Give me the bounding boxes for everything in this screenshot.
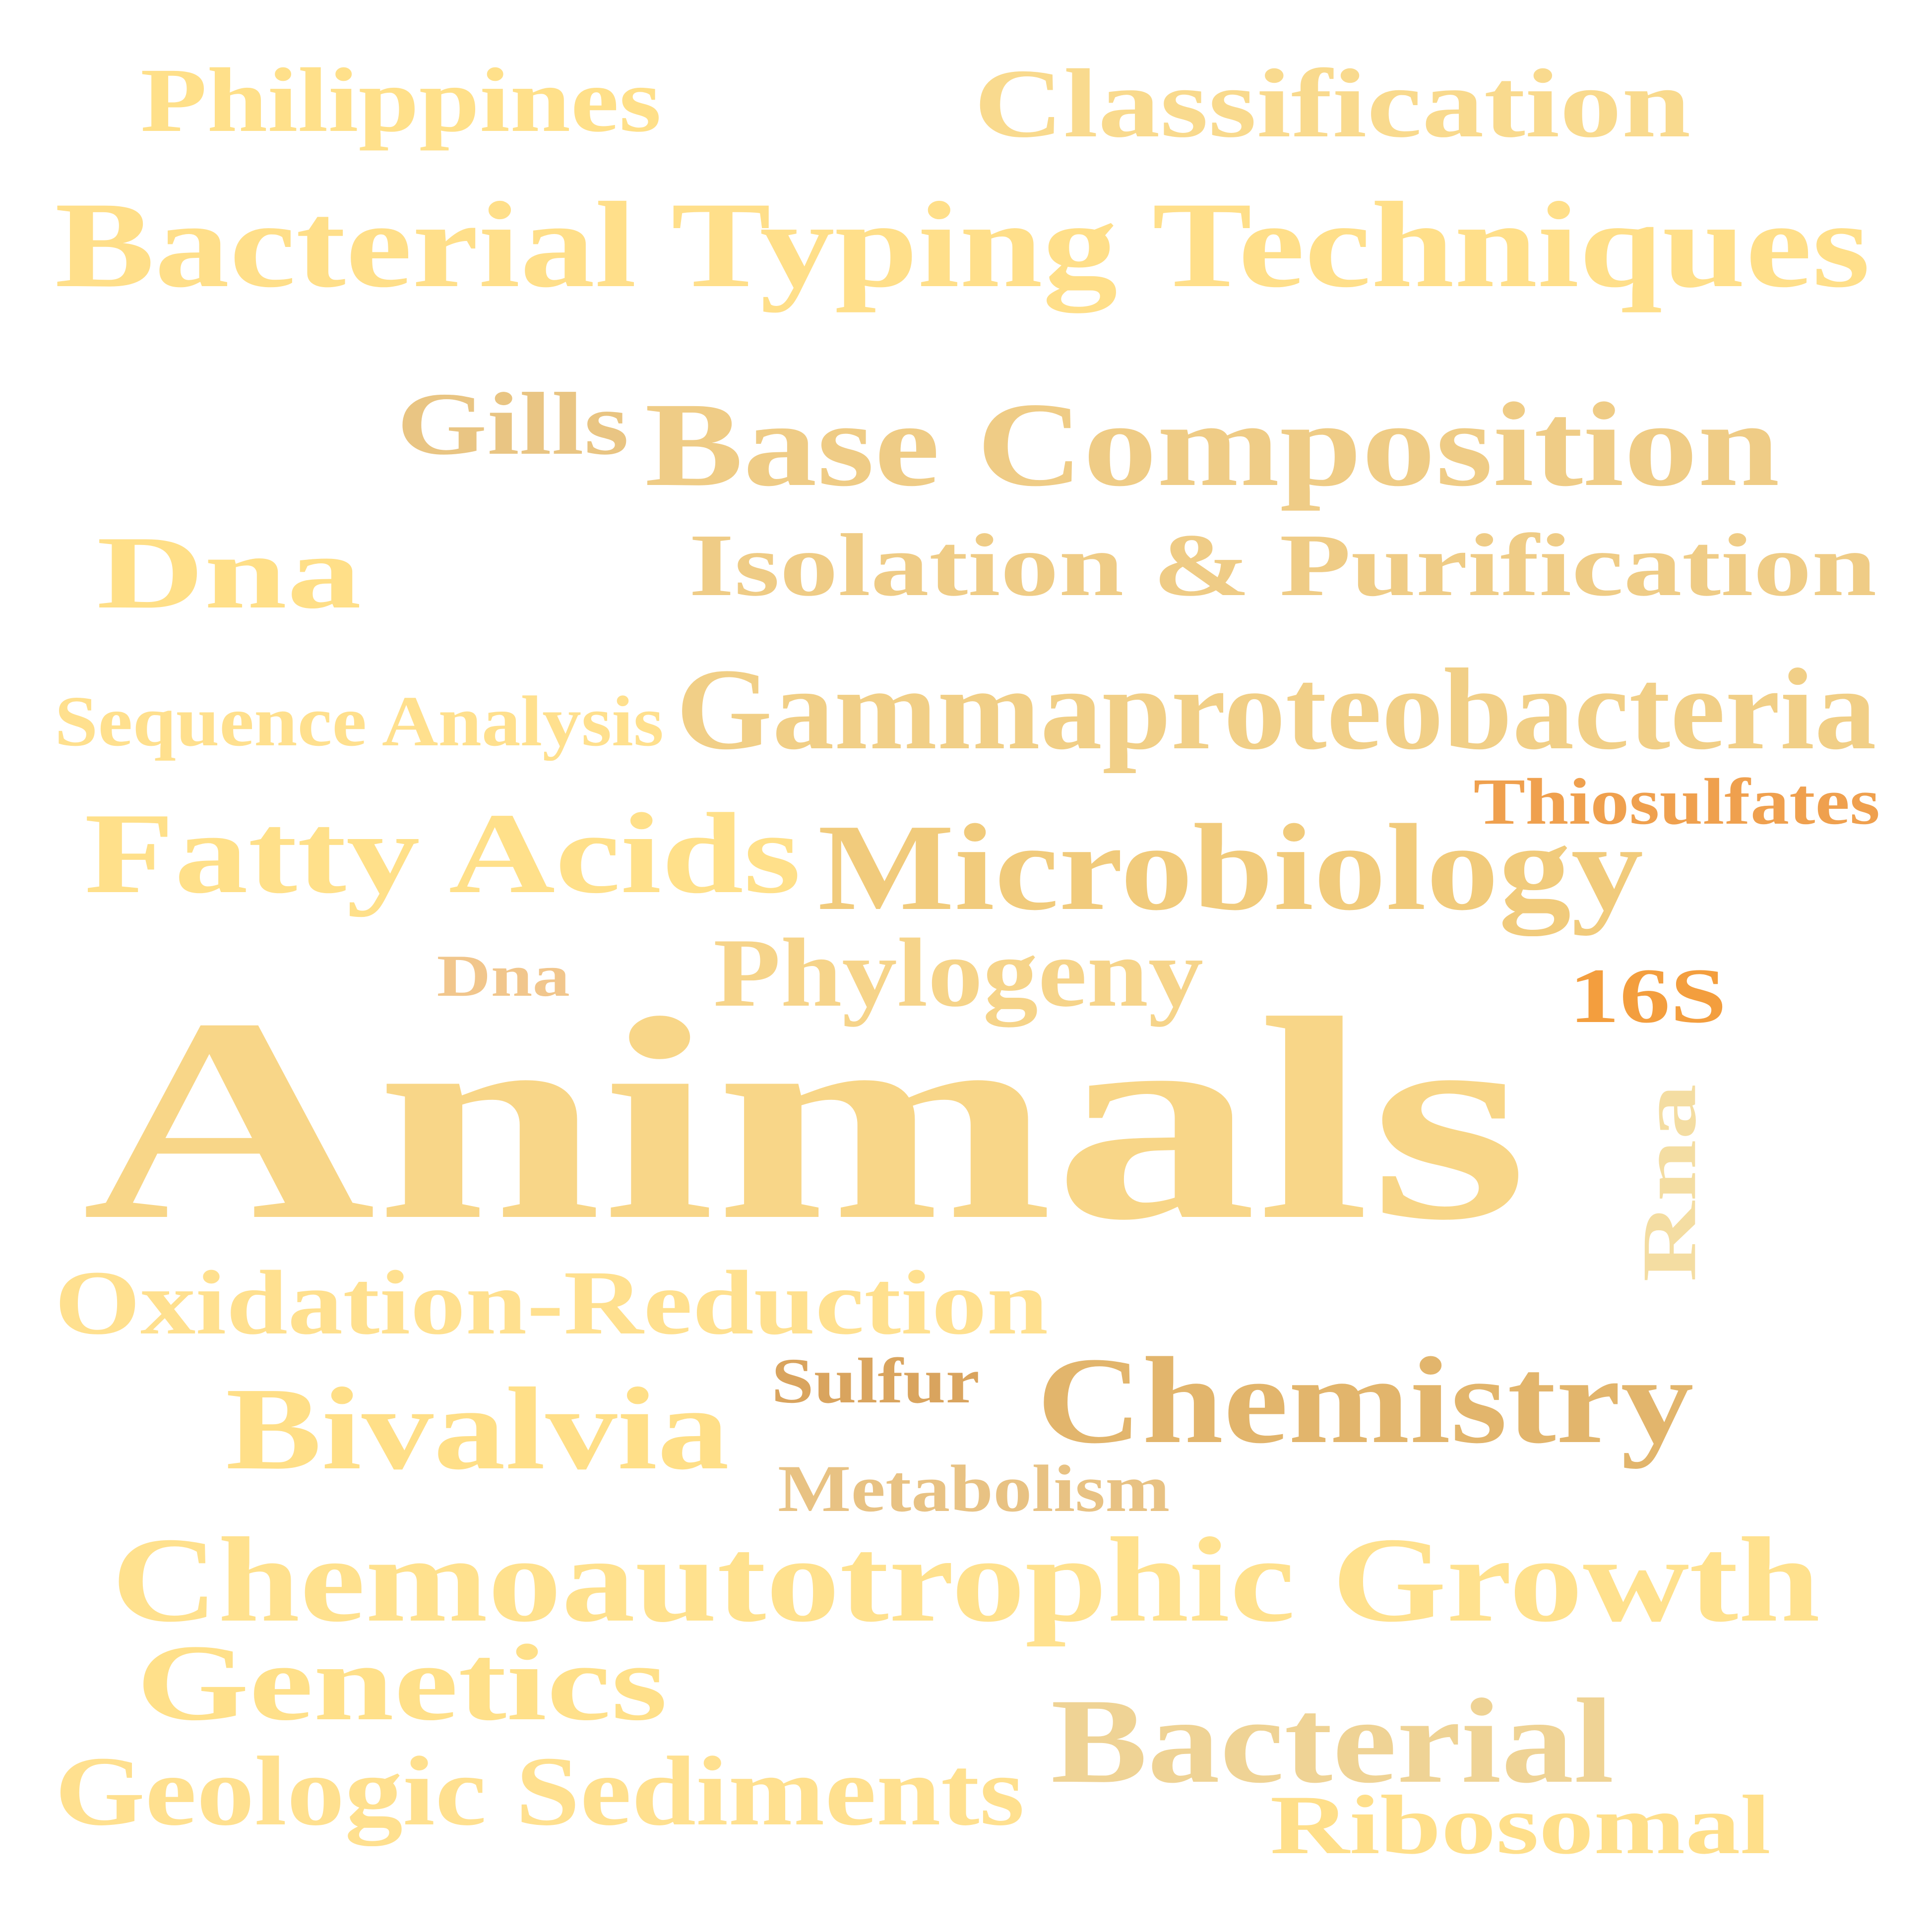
word-oxidation-reduction: Oxidation-Reduction: [54, 1252, 1049, 1354]
word-16s: 16S: [1569, 953, 1727, 1039]
word-dna-small: Dna: [436, 943, 570, 1009]
word-rna: Rna: [1626, 1084, 1712, 1282]
word-bacterial: Bacterial: [1050, 1674, 1614, 1808]
word-sequence-analysis: Sequence Analysis: [54, 682, 664, 761]
word-animals: Animals: [81, 959, 1528, 1280]
word-ribosomal: Ribosomal: [1270, 1778, 1771, 1872]
word-microbiology: Microbiology: [817, 799, 1643, 936]
word-bacterial-typing-techniques: Bacterial Typing Techniques: [55, 177, 1870, 313]
word-philippines: Philippines: [140, 50, 662, 151]
word-gammaproteobacteria: Gammaproteobacteria: [676, 645, 1876, 774]
word-geologic-sediments: Geologic Sediments: [54, 1737, 1025, 1846]
word-bivalvia: Bivalvia: [225, 1364, 730, 1494]
word-metabolism: Metabolism: [777, 1452, 1170, 1526]
word-phylogeny: Phylogeny: [713, 918, 1204, 1027]
word-chemistry: Chemistry: [1037, 1332, 1694, 1469]
word-gills: Gills: [396, 374, 629, 473]
word-dna-large: Dna: [96, 515, 362, 630]
word-genetics: Genetics: [136, 1622, 668, 1743]
word-thiosulfates: Thiosulfates: [1473, 765, 1880, 838]
word-base-composition: Base Composition: [645, 377, 1780, 511]
word-sulfur: Sulfur: [771, 1345, 980, 1417]
word-isolation-purification: Isolation & Purification: [688, 516, 1876, 614]
word-fatty-acids: Fatty Acids: [84, 789, 801, 917]
word-chemoautotrophic-growth: Chemoautotrophic Growth: [112, 1512, 1820, 1647]
word-classification: Classification: [973, 49, 1691, 158]
